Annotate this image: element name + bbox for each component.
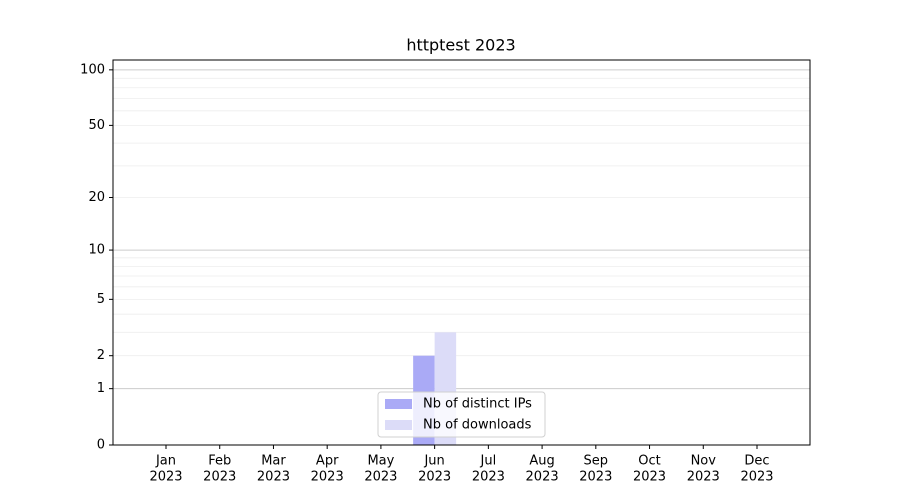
y-tick-label: 0 xyxy=(97,438,105,453)
legend-swatch xyxy=(385,420,412,430)
x-tick-label: Jul xyxy=(480,454,497,469)
legend-box xyxy=(377,391,546,438)
x-tick-label: 2023 xyxy=(364,470,397,485)
x-tick-label: Oct xyxy=(638,454,660,469)
legend-label: Nb of distinct IPs xyxy=(423,397,532,412)
y-tick-label: 20 xyxy=(88,190,105,205)
x-tick-label: Jan xyxy=(155,454,176,469)
y-tick-label: 5 xyxy=(97,292,105,307)
x-tick-label: 2023 xyxy=(149,470,182,485)
x-tick-label: Nov xyxy=(691,454,717,469)
x-tick-label: Apr xyxy=(316,454,339,469)
chart-title: httptest 2023 xyxy=(406,36,515,55)
y-tick-label: 1 xyxy=(97,381,105,396)
x-tick-label: Feb xyxy=(208,454,231,469)
x-tick-label: 2023 xyxy=(526,470,559,485)
x-tick-label: 2023 xyxy=(740,470,773,485)
x-tick-label: 2023 xyxy=(311,470,344,485)
x-tick-label: 2023 xyxy=(203,470,236,485)
y-tick-label: 50 xyxy=(88,118,105,133)
x-tick-label: Dec xyxy=(744,454,769,469)
y-tick-label: 2 xyxy=(97,348,105,363)
x-tick-label: Sep xyxy=(584,454,609,469)
x-tick-label: Jun xyxy=(423,454,444,469)
x-tick-label: 2023 xyxy=(687,470,720,485)
x-tick-label: Aug xyxy=(529,454,554,469)
legend-label: Nb of downloads xyxy=(423,418,532,433)
x-tick-label: May xyxy=(367,454,394,469)
legend-swatch xyxy=(385,399,412,409)
x-tick-label: 2023 xyxy=(579,470,612,485)
y-tick-label: 10 xyxy=(88,243,105,258)
x-tick-label: 2023 xyxy=(257,470,290,485)
y-tick-label: 100 xyxy=(80,62,105,77)
x-tick-label: 2023 xyxy=(633,470,666,485)
x-tick-label: 2023 xyxy=(472,470,505,485)
x-tick-label: Mar xyxy=(261,454,286,469)
x-tick-label: 2023 xyxy=(418,470,451,485)
plot-frame xyxy=(112,59,811,446)
